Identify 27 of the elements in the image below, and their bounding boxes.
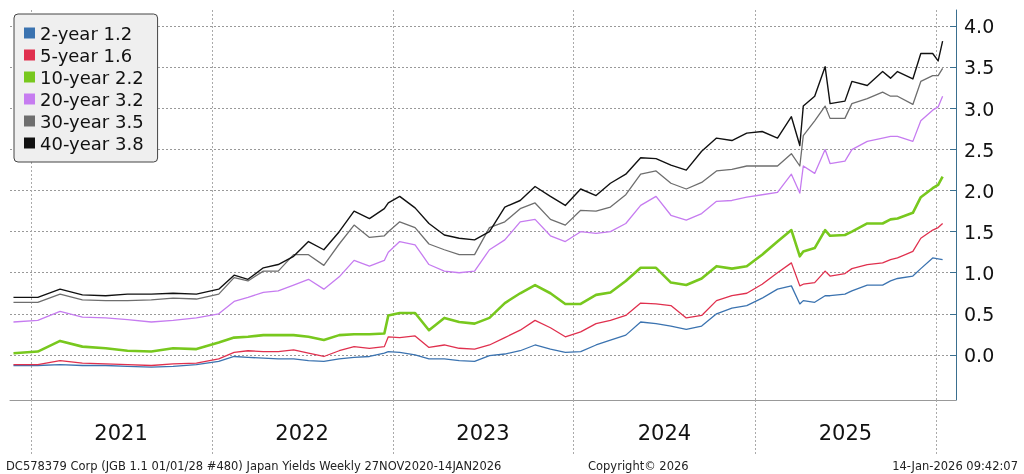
y-tick-label: 4.0 xyxy=(964,15,995,38)
y-tick-label: 0.0 xyxy=(964,343,995,366)
y-tick-label: 0.5 xyxy=(964,302,995,325)
x-tick-label: 2023 xyxy=(456,420,510,445)
line-series xyxy=(12,95,944,323)
legend-label: 30-year 3.5 xyxy=(40,110,144,132)
legend-label: 20-year 3.2 xyxy=(40,88,144,110)
y-tick-label: 1.5 xyxy=(964,220,995,243)
y-tick-label: 3.5 xyxy=(964,56,995,79)
line-series xyxy=(12,175,944,355)
y-tick-label: 3.0 xyxy=(964,97,995,120)
y-tick-label: 2.5 xyxy=(964,138,995,161)
x-tick-label: 2024 xyxy=(637,420,692,445)
line-series xyxy=(12,222,944,367)
line-series xyxy=(12,257,944,368)
x-tick-label: 2025 xyxy=(818,420,873,445)
x-tick-label: 2021 xyxy=(94,420,148,445)
y-tick-label: 1.0 xyxy=(964,261,995,284)
legend-label: 5-year 1.6 xyxy=(40,44,133,66)
text: Copyright© 2026 xyxy=(588,459,689,473)
y-tick-label: 2.0 xyxy=(964,179,995,202)
legend-label: 10-year 2.2 xyxy=(40,66,144,88)
legend-label: 2-year 1.2 xyxy=(40,22,133,44)
x-tick-label: 2022 xyxy=(275,420,329,445)
legend-label: 40-year 3.8 xyxy=(40,132,144,154)
text: 14-Jan-2026 09:42:07 xyxy=(892,459,1018,473)
text: DC578379 Corp (JGB 1.1 01/01/28 #480) Japan Yields Weekly 27NOV2020-14JAN2026 xyxy=(6,459,502,473)
